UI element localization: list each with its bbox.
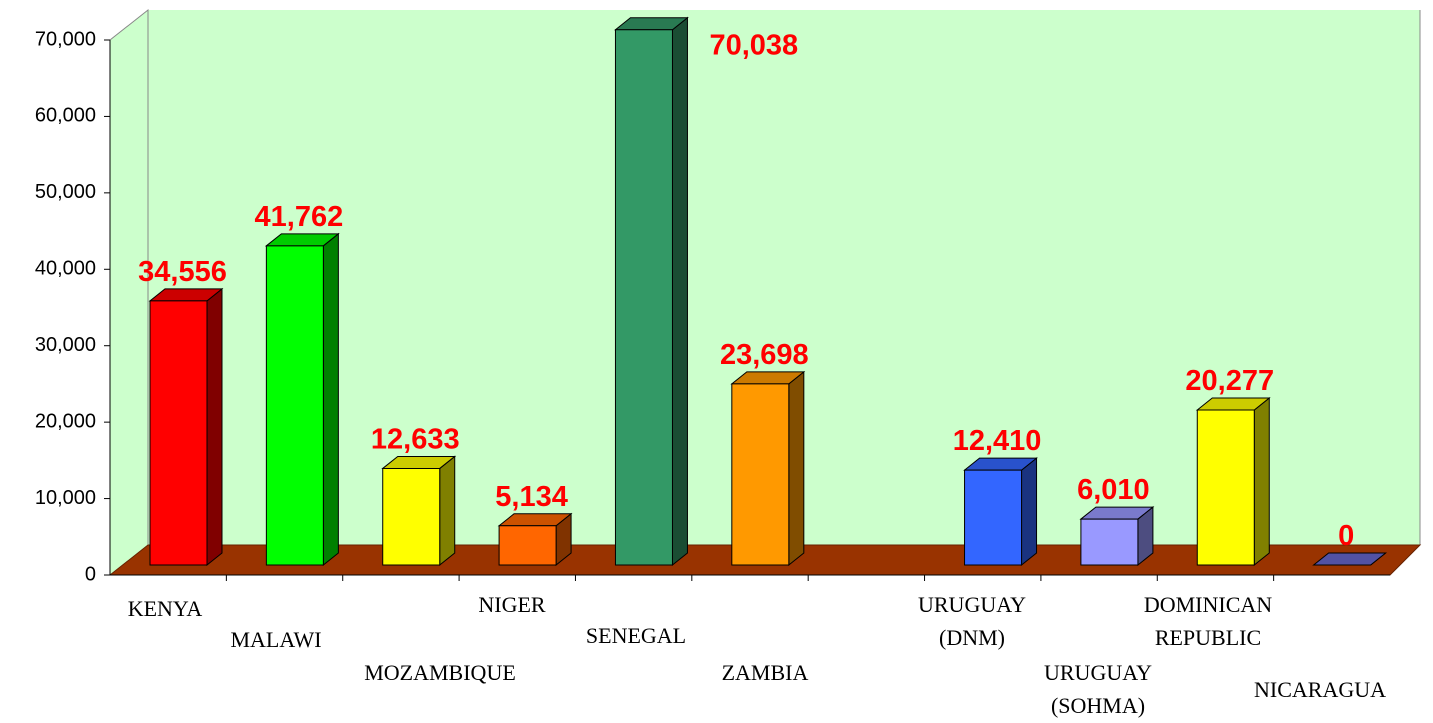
bar <box>730 370 806 567</box>
y-tick-label: 30,000 <box>35 334 96 356</box>
bar <box>1195 396 1271 567</box>
x-tick-label: MALAWI <box>230 627 321 652</box>
bar-front <box>498 525 557 566</box>
bar-side <box>1253 396 1270 567</box>
bar <box>963 457 1038 567</box>
bar-front <box>614 29 673 566</box>
value-label: 23,698 <box>720 339 809 371</box>
bar-front <box>731 383 790 566</box>
value-label: 0 <box>1338 520 1354 552</box>
x-tick-label: URUGUAY (DNM) <box>918 592 1026 650</box>
x-tick-label: MOZAMBIQUE <box>364 660 516 685</box>
bar <box>148 287 224 567</box>
bar-front <box>382 467 441 566</box>
y-tick-label: 10,000 <box>35 487 96 509</box>
x-tick-label: ZAMBIA <box>722 660 809 685</box>
x-tick-label: NIGER <box>478 592 546 617</box>
bar-side <box>788 370 805 567</box>
value-label: 20,277 <box>1185 365 1274 397</box>
back-wall <box>110 10 1420 575</box>
value-label: 70,038 <box>709 30 798 62</box>
bar-front <box>265 245 324 566</box>
bar-front <box>1196 409 1255 566</box>
value-label: 12,410 <box>953 425 1042 457</box>
bar <box>497 512 573 567</box>
x-tick-label: URUGUAY (SOHMA) <box>1044 660 1152 718</box>
value-label: 6,010 <box>1077 474 1150 506</box>
bar <box>381 455 457 567</box>
x-tick-label: NICARAGUA <box>1254 677 1386 702</box>
bar <box>1079 506 1155 567</box>
y-tick-label: 50,000 <box>35 181 96 203</box>
x-tick-label: DOMINICAN REPUBLIC <box>1144 592 1272 650</box>
y-tick-label: 20,000 <box>35 410 96 432</box>
bar-side <box>671 16 688 567</box>
y-tick-label: 70,000 <box>35 28 96 50</box>
value-label: 41,762 <box>255 201 344 233</box>
bar-side <box>439 455 456 567</box>
value-label: 5,134 <box>495 481 568 513</box>
bar <box>1312 552 1388 566</box>
y-tick-label: 60,000 <box>35 105 96 127</box>
value-label: 34,556 <box>138 256 227 288</box>
value-label: 12,633 <box>371 423 460 455</box>
bar-front <box>149 300 208 566</box>
bar-side <box>206 287 223 567</box>
x-tick-label: SENEGAL <box>586 623 686 648</box>
bar <box>614 16 689 567</box>
x-tick-label: KENYA <box>128 596 203 621</box>
bar-front <box>1080 518 1139 566</box>
bar-side <box>1021 457 1038 567</box>
y-tick-label: 0 <box>85 563 96 585</box>
bar-front <box>964 469 1023 566</box>
bar-side <box>322 232 339 567</box>
y-tick-label: 40,000 <box>35 258 96 280</box>
bar <box>264 232 340 567</box>
